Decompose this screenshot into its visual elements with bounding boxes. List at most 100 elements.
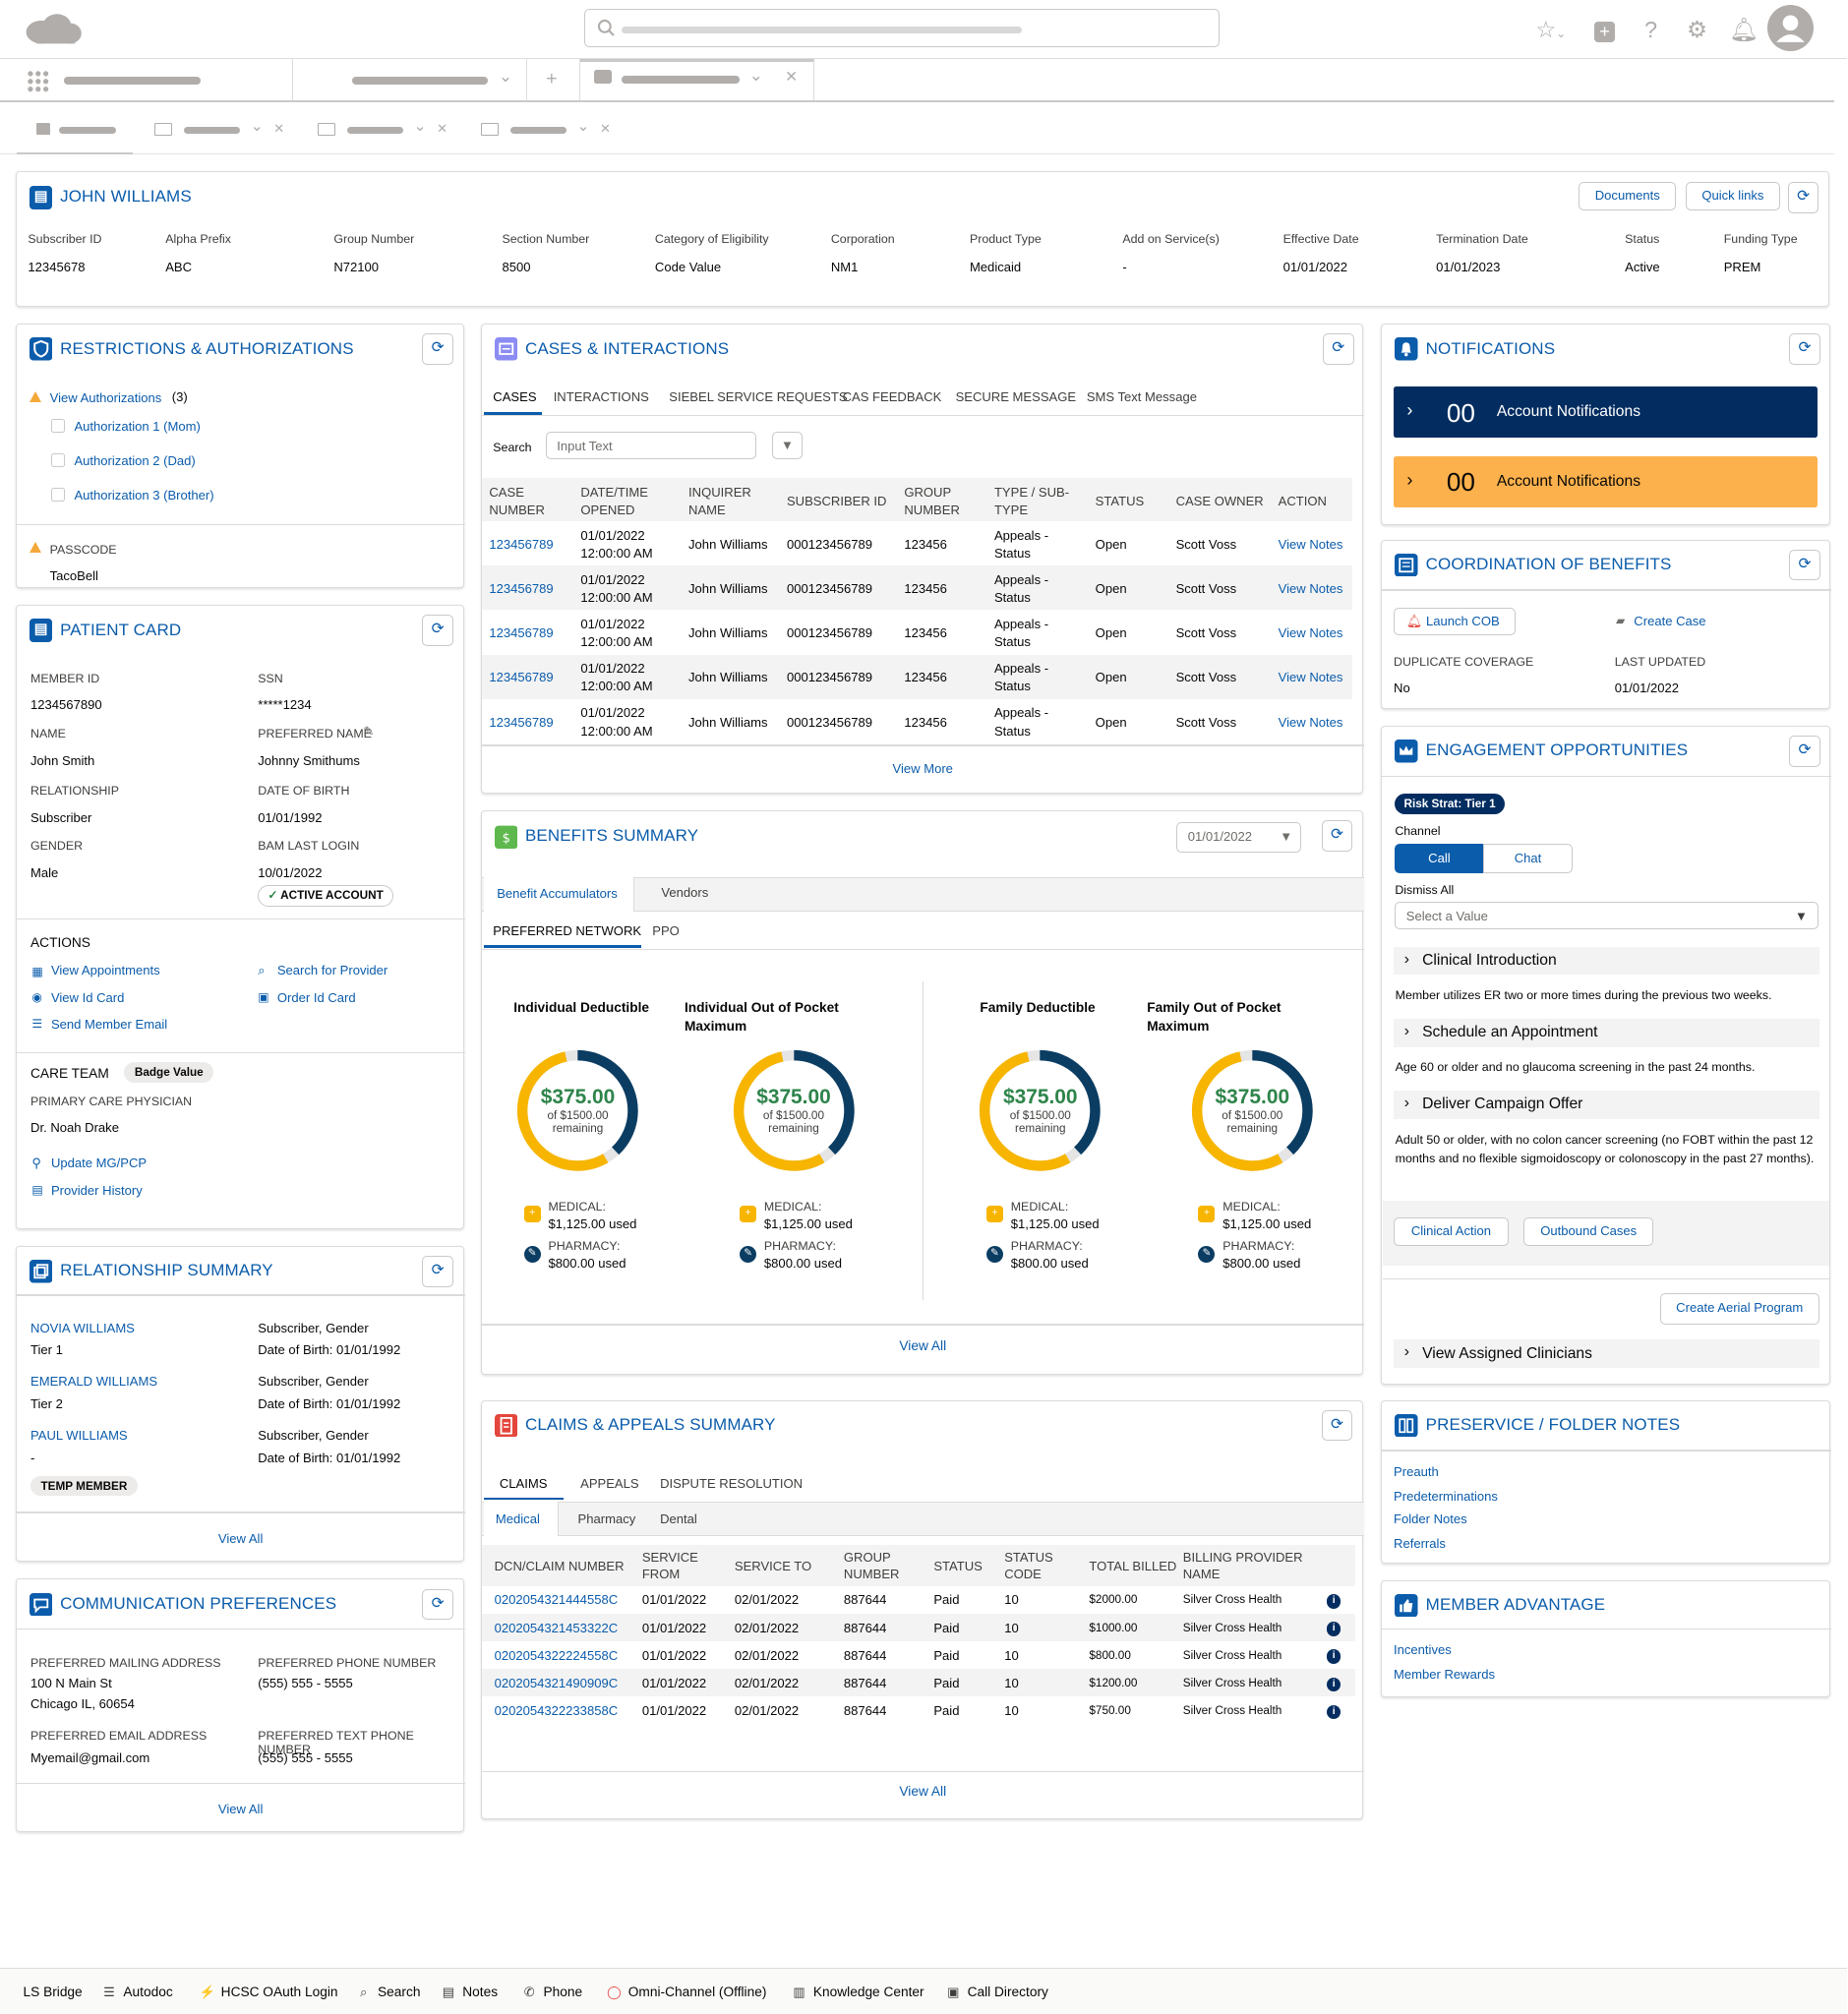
edit-pencil-icon[interactable]: ✎ [363,724,375,740]
claim-number-link[interactable]: 0202054322233858C [494,1702,619,1718]
refresh-button[interactable]: ⟳ [422,333,453,365]
folder-notes-link[interactable]: Folder Notes [1394,1511,1467,1527]
subtab-2[interactable]: ⌄ ✕ [151,105,293,154]
case-number-link[interactable]: 123456789 [489,536,554,552]
column-header[interactable]: DCN/CLAIM NUMBER [494,1558,625,1573]
relationship-name-link[interactable]: EMERALD WILLIAMS [30,1374,158,1390]
tab-appeals[interactable]: APPEALS [580,1475,639,1491]
help-icon[interactable]: ? [1644,16,1658,42]
tab-secure-message[interactable]: SECURE MESSAGE [955,388,1077,404]
view-all-link[interactable]: View All [899,1337,947,1353]
view-notes-link[interactable]: View Notes [1278,536,1343,552]
tab-claims[interactable]: CLAIMS [499,1475,548,1491]
claim-number-link[interactable]: 0202054322224558C [494,1647,619,1663]
column-header[interactable]: STATUS [1095,493,1145,508]
authorization-link-3[interactable]: Authorization 3 (Brother) [74,488,214,504]
case-search-input[interactable]: Input Text [545,431,757,460]
column-header[interactable]: CASE OWNER [1175,493,1264,508]
refresh-button[interactable]: ⟳ [1789,333,1820,365]
utility-phone[interactable]: ✆ Phone [521,1984,582,2000]
preauth-link[interactable]: Preauth [1394,1463,1439,1479]
close-icon[interactable]: ✕ [785,69,799,87]
view-id-card-link[interactable]: View Id Card [50,989,125,1005]
tab-sms-text-message[interactable]: SMS Text Message [1086,388,1197,404]
tab-benefit-accumulators[interactable]: Benefit Accumulators [484,876,634,913]
utility-autodoc[interactable]: ☰ Autodoc [103,1984,173,1999]
case-number-link[interactable]: 123456789 [489,670,554,685]
subtab-4[interactable]: ⌄ ✕ [478,105,620,154]
tab-interactions[interactable]: INTERACTIONS [553,388,649,404]
add-tab-button[interactable]: + [527,59,581,100]
column-header[interactable]: TYPE / SUB-TYPE [993,484,1070,517]
documents-button[interactable]: Documents [1579,182,1677,210]
column-header[interactable]: CASE NUMBER [489,484,545,517]
refresh-button[interactable]: ⟳ [1321,820,1353,852]
app-launcher[interactable] [0,59,293,100]
incentives-link[interactable]: Incentives [1394,1642,1452,1658]
close-icon[interactable]: ✕ [600,120,611,136]
column-header[interactable]: BILLING PROVIDER NAME [1182,1550,1303,1582]
claim-number-link[interactable]: 0202054321444558C [494,1592,619,1608]
tab-medical[interactable]: Medical [484,1501,559,1537]
refresh-button[interactable]: ⟳ [1789,549,1820,581]
global-search-input[interactable] [584,9,1220,48]
info-icon[interactable]: i [1327,1677,1341,1691]
refresh-button[interactable]: ⟳ [422,1588,453,1620]
quick-links-button[interactable]: Quick links [1685,182,1781,210]
add-icon[interactable]: + [1590,16,1619,44]
refresh-button[interactable]: ⟳ [1788,182,1819,213]
notification-item-2[interactable]: › 00 Account Notifications [1394,455,1818,507]
case-number-link[interactable]: 123456789 [489,580,554,596]
utility-ls-bridge[interactable]: LS Bridge [23,1984,83,1999]
view-notes-link[interactable]: View Notes [1278,714,1343,730]
filter-button[interactable]: ▼ [771,431,804,460]
utility-search[interactable]: ⌕ Search [356,1984,420,2000]
info-icon[interactable]: i [1327,1622,1341,1636]
refresh-button[interactable]: ⟳ [422,1256,453,1287]
predeterminations-link[interactable]: Predeterminations [1394,1488,1498,1504]
utility-notes[interactable]: ▤ Notes [442,1984,499,1999]
column-header[interactable]: SERVICE TO [734,1558,812,1573]
info-icon[interactable]: i [1327,1594,1341,1609]
refresh-button[interactable]: ⟳ [1323,333,1354,365]
create-aerial-program-button[interactable]: Create Aerial Program [1659,1293,1819,1325]
close-icon[interactable]: ✕ [273,120,285,136]
column-header[interactable]: ACTION [1278,493,1327,508]
view-notes-link[interactable]: View Notes [1278,580,1343,596]
view-more-link[interactable]: View More [892,761,953,777]
relationship-name-link[interactable]: PAUL WILLIAMS [30,1428,128,1444]
benefits-date-select[interactable]: 01/01/2022 ▼ [1176,821,1301,854]
authorization-link-1[interactable]: Authorization 1 (Mom) [74,418,201,434]
engagement-accordion[interactable]: › Schedule an Appointment [1394,1018,1819,1047]
column-header[interactable]: GROUP NUMBER [843,1550,900,1582]
auth-checkbox-1[interactable] [50,418,66,433]
relationship-name-link[interactable]: NOVIA WILLIAMS [30,1320,135,1335]
send-email-link[interactable]: Send Member Email [50,1017,168,1033]
view-all-link[interactable]: View All [217,1802,264,1817]
tab-cases[interactable]: CASES [493,388,537,404]
subtab-3[interactable]: ⌄ ✕ [315,105,456,154]
auth-checkbox-2[interactable] [50,452,66,468]
tab-pharmacy[interactable]: Pharmacy [577,1511,636,1527]
tab-dispute-resolution[interactable]: DISPUTE RESOLUTION [660,1475,804,1491]
dismiss-select[interactable]: Select a Value ▼ [1395,901,1819,930]
tab-vendors[interactable]: Vendors [661,884,709,900]
nav-active-tab[interactable]: ⌄ ✕ [580,59,815,100]
engagement-accordion[interactable]: › Deliver Campaign Offer [1394,1091,1819,1119]
setup-gear-icon[interactable]: ⚙ [1687,16,1708,42]
auth-checkbox-3[interactable] [50,488,66,503]
referrals-link[interactable]: Referrals [1394,1536,1446,1552]
tab-ppo[interactable]: PPO [652,922,680,938]
clinical-action-button[interactable]: Clinical Action [1394,1217,1509,1247]
column-header[interactable]: SUBSCRIBER ID [786,493,887,508]
view-appointments-link[interactable]: View Appointments [50,963,160,978]
chat-toggle-button[interactable]: Chat [1483,843,1573,873]
column-header[interactable]: INQUIRER NAME [688,484,751,517]
view-notes-link[interactable]: View Notes [1278,625,1343,641]
column-header[interactable]: STATUS CODE [1004,1550,1053,1582]
search-provider-link[interactable]: Search for Provider [276,963,388,978]
utility-oauth-login[interactable]: ⚡ HCSC OAuth Login [199,1984,338,1999]
column-header[interactable]: GROUP NUMBER [904,484,960,517]
column-header[interactable]: TOTAL BILLED [1089,1558,1177,1573]
user-avatar[interactable] [1767,5,1815,52]
